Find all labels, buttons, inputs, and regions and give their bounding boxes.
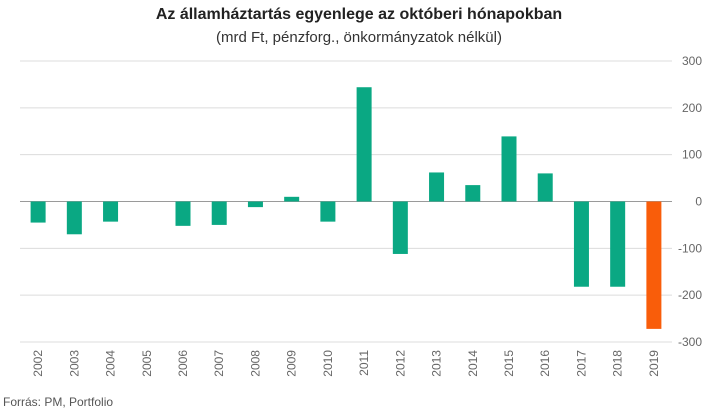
x-tick-label: 2002: [31, 350, 45, 377]
bar-2018: [610, 201, 626, 287]
x-tick-label: 2016: [538, 350, 552, 377]
bar-2007: [211, 201, 227, 225]
bar-2019: [646, 201, 662, 329]
x-tick-label: 2009: [285, 350, 299, 377]
bar-2016: [537, 173, 553, 202]
bar-2009: [284, 196, 300, 202]
x-tick-label: 2017: [574, 350, 588, 377]
chart-title: Az államháztartás egyenlege az októberi …: [155, 6, 563, 23]
x-tick-label: 2018: [611, 350, 625, 377]
x-tick-label: 2012: [393, 350, 407, 377]
x-tick-label: 2014: [466, 350, 480, 377]
x-tick-label: 2019: [647, 350, 661, 377]
x-tick-label: 2005: [140, 350, 154, 377]
x-tick-label: 2008: [248, 350, 262, 377]
y-tick-label: -200: [678, 288, 702, 302]
bar-2006: [175, 201, 191, 226]
y-tick-label: -100: [678, 241, 702, 255]
y-tick-label: -300: [678, 335, 702, 349]
bar-2017: [573, 201, 589, 287]
bar-2011: [356, 87, 372, 202]
x-tick-label: 2003: [67, 350, 81, 377]
x-tick-label: 2013: [430, 350, 444, 377]
x-tick-label: 2010: [321, 350, 335, 377]
x-tick-label: 2004: [104, 350, 118, 377]
bar-2004: [103, 201, 119, 222]
bar-2003: [66, 201, 82, 235]
x-tick-label: 2007: [212, 350, 226, 377]
bar-2015: [501, 136, 517, 202]
bar-2008: [247, 201, 263, 208]
y-tick-label: 300: [682, 54, 702, 68]
x-tick-label: 2015: [502, 350, 516, 377]
x-tick-label: 2006: [176, 350, 190, 377]
y-tick-label: 200: [682, 101, 702, 115]
x-tick-label: 2011: [357, 350, 371, 376]
y-tick-label: 100: [682, 148, 702, 162]
chart-subtitle: (mrd Ft, pénzforg., önkormányzatok nélkü…: [216, 29, 502, 46]
bar-2002: [30, 201, 46, 223]
y-tick-label: 0: [695, 195, 702, 209]
bar-2010: [320, 201, 336, 222]
bar-2012: [392, 201, 408, 254]
bar-2014: [465, 185, 481, 202]
source-note: Forrás: PM, Portfolio: [3, 395, 114, 409]
bar-2013: [429, 172, 445, 202]
